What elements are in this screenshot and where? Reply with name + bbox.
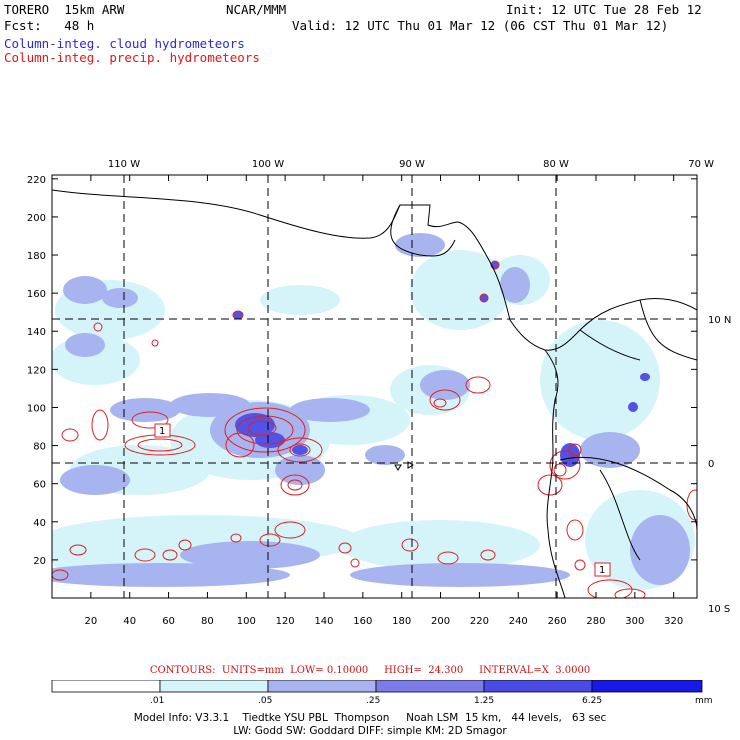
contour-label-box-1: 1 — [154, 423, 171, 438]
colorbar-swatch — [267, 680, 377, 693]
y-tick-label: 80 — [33, 442, 46, 453]
colorbar-swatch — [51, 680, 161, 693]
map-frame — [51, 174, 698, 599]
colorbar-label: .25 — [366, 696, 381, 706]
contours-info: CONTOURS: UNITS=mm LOW= 0.10000 HIGH= 24… — [149, 665, 591, 676]
colorbar-label: 1.25 — [474, 696, 495, 706]
colorbar-swatch — [483, 680, 593, 693]
colorbar-label: .01 — [150, 696, 165, 706]
cloud-field-label: Column-integ. cloud hydrometeors — [4, 36, 245, 51]
x-tick-label: 260 — [548, 616, 567, 627]
latitude-labels: 10 N 0 10 S — [708, 315, 731, 615]
axis-ticks: 20 40 60 80 100 120 140 160 180 200 220 240 260 280 30… — [27, 175, 697, 627]
x-tick-label: 60 — [162, 616, 175, 627]
x-tick-label: 200 — [431, 616, 450, 627]
y-tick-label: 40 — [33, 518, 46, 529]
lon-label: 110 W — [108, 159, 140, 170]
lon-label: 80 W — [543, 159, 569, 170]
colorbar — [51, 680, 703, 693]
precip-contours — [52, 260, 697, 598]
x-tick-label: 280 — [586, 616, 605, 627]
x-tick-label: 40 — [123, 616, 136, 627]
model-title: TORERO 15km ARW — [4, 2, 125, 17]
x-tick-label: 160 — [353, 616, 372, 627]
lon-label: 70 W — [688, 159, 714, 170]
cloud-dark-shading — [233, 261, 650, 467]
lat-label: 0 — [708, 459, 714, 470]
colorbar-label: 6.25 — [582, 696, 603, 706]
x-tick-label: 100 — [237, 616, 256, 627]
lon-label: 90 W — [399, 159, 425, 170]
x-tick-label: 140 — [314, 616, 333, 627]
init-time: Init: 12 UTC Tue 28 Feb 12 — [506, 2, 702, 17]
y-tick-label: 200 — [27, 213, 46, 224]
colorbar-swatch — [591, 680, 703, 693]
y-tick-label: 140 — [27, 327, 46, 338]
x-tick-label: 240 — [509, 616, 528, 627]
colorbar-swatch — [375, 680, 485, 693]
colorbar-unit: mm — [695, 696, 713, 706]
lat-label: 10 S — [708, 604, 730, 615]
x-tick-label: 80 — [201, 616, 214, 627]
x-tick-label: 320 — [664, 616, 683, 627]
contour-label-1: 1 — [159, 426, 165, 437]
y-tick-label: 160 — [27, 289, 46, 300]
cloud-medium-shading — [52, 233, 690, 587]
longitude-labels: 110 W 100 W 90 W 80 W 70 W — [108, 159, 714, 170]
coastlines — [52, 189, 697, 598]
y-tick-label: 20 — [33, 556, 46, 567]
y-tick-label: 180 — [27, 251, 46, 262]
model-info-line1: Model Info: V3.3.1 Tiedtke YSU PBL Thomp… — [133, 712, 607, 724]
x-tick-label: 220 — [470, 616, 489, 627]
x-tick-label: 20 — [84, 616, 97, 627]
org-label: NCAR/MMM — [226, 2, 287, 17]
x-tick-label: 300 — [625, 616, 644, 627]
contour-label-box-2: 1 — [594, 562, 611, 577]
x-tick-label: 180 — [392, 616, 411, 627]
lat-label: 10 N — [708, 315, 731, 326]
lat-lon-grid — [52, 175, 697, 598]
y-tick-label: 100 — [27, 403, 46, 414]
y-tick-label: 120 — [27, 365, 46, 376]
x-tick-label: 120 — [276, 616, 295, 627]
colorbar-swatch — [159, 680, 269, 693]
contour-label-2: 1 — [599, 565, 605, 576]
model-info-line2: LW: Godd SW: Goddard DIFF: simple KM: 2D… — [233, 725, 507, 737]
forecast-hour: Fcst: 48 h — [4, 18, 95, 33]
colorbar-label: .05 — [258, 696, 273, 706]
valid-time: Valid: 12 UTC Thu 01 Mar 12 (06 CST Thu … — [292, 18, 669, 33]
y-tick-label: 220 — [27, 175, 46, 186]
lon-label: 100 W — [252, 159, 284, 170]
y-tick-label: 60 — [33, 480, 46, 491]
precip-field-label: Column-integ. precip. hydrometeors — [4, 50, 260, 65]
